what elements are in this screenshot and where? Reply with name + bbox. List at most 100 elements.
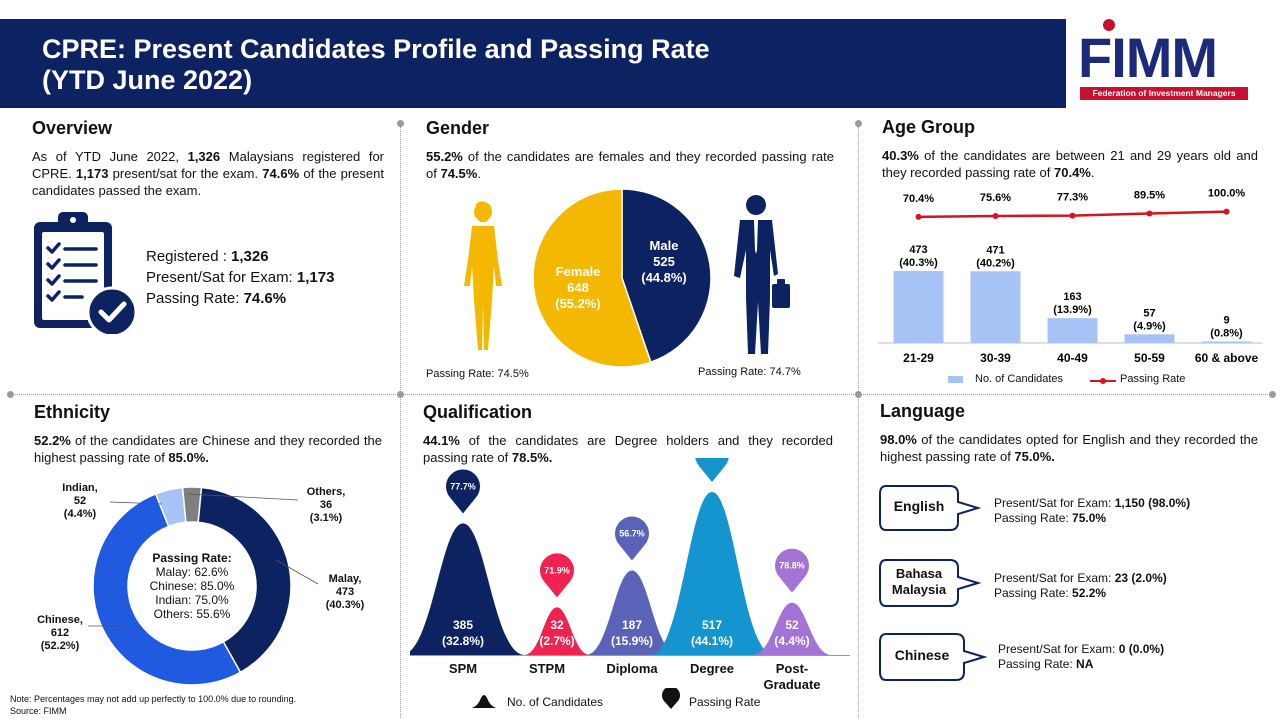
age-chart: 473 (40.3%) 21-29 70.4% 471 (40.2%) 30-39 75.6%…: [874, 186, 1266, 372]
legend-bar-swatch: [948, 376, 963, 383]
footer-notes: Note: Percentages may not add up perfect…: [10, 693, 296, 717]
female-slice: [532, 188, 652, 368]
ethnicity-leader-lines: [88, 493, 319, 627]
passing-rate-point: [1223, 208, 1230, 215]
age-bar: [1124, 334, 1175, 343]
indian-label: Indian, 52 (4.4%): [62, 482, 98, 520]
ethnicity-slice-indian: [154, 486, 187, 528]
male-figure-icon: [728, 194, 792, 358]
male-passing-rate: Passing Rate: 74.7%: [698, 366, 801, 378]
age-bar-value: 471: [986, 244, 1004, 256]
age-bar-value: 57: [1143, 307, 1155, 319]
lang-bubble-bahasa: Bahasa Malaysia: [878, 558, 988, 608]
ethnicity-title: Ethnicity: [34, 402, 111, 422]
ethnicity-donut-chart: [92, 486, 292, 686]
passing-rate-label: 75.6%: [980, 192, 1011, 204]
stat-registered: Registered : 1,326: [146, 248, 269, 265]
qual-pct-label: (4.4%): [774, 634, 809, 648]
divider-dot: [397, 120, 404, 127]
language-title: Language: [880, 401, 966, 421]
lang-bubble-chinese: Chinese: [878, 632, 992, 682]
qual-drop-marker: [615, 516, 649, 561]
legend-line-swatch: [1090, 374, 1116, 386]
gender-pie-chart: [532, 188, 712, 368]
title-line-2: (YTD June 2022): [42, 65, 253, 95]
header-banner: [0, 19, 1066, 108]
qual-cat-diploma: Diploma: [606, 661, 658, 676]
passing-rate-point: [1069, 212, 1076, 219]
qual-pct-label: (44.1%): [691, 634, 733, 648]
divider-dot: [397, 391, 404, 398]
qual-peak: [585, 570, 679, 655]
ethnicity-paragraph: 52.2% of the candidates are Chinese and …: [34, 433, 382, 465]
qual-pct-label: (32.8%): [442, 634, 484, 648]
logo-tagline: Federation of Investment Managers Malays…: [1080, 87, 1248, 111]
age-bar: [893, 271, 944, 343]
qual-pass-label: 78.5%: [699, 458, 725, 460]
stat-present: Present/Sat for Exam: 1,173: [146, 269, 335, 286]
legend-candidates-label: No. of Candidates: [507, 695, 604, 709]
qualification-categories: SPM STPM Diploma Degree Post- Graduate: [410, 658, 850, 698]
page-title: CPRE: Present Candidates Profile and Pas…: [42, 34, 1042, 96]
divider-horizontal: [10, 394, 1272, 395]
passing-rate-label: 89.5%: [1134, 189, 1165, 201]
qual-count-label: 385: [453, 618, 473, 632]
ethnicity-slice-malay: [197, 486, 292, 674]
footer-note: Note: Percentages may not add up perfect…: [10, 694, 297, 704]
logo-word: FIMM: [1078, 26, 1218, 89]
qual-count-label: 517: [702, 618, 722, 632]
legend-pass-label: Passing Rate: [689, 695, 761, 709]
male-slice: [621, 188, 712, 364]
passing-rate-label: 100.0%: [1208, 188, 1246, 200]
footer-source: Source: FIMM: [10, 706, 67, 716]
passing-rate-label: 77.3%: [1057, 192, 1088, 204]
ethnicity-center-legend: Passing Rate: Malay: 62.6% Chinese: 85.0…: [149, 551, 235, 621]
qual-pass-label: 56.7%: [619, 529, 645, 539]
passing-rate-point: [992, 212, 999, 219]
qual-pct-label: (2.7%): [539, 634, 574, 648]
age-category-label: 60 & above: [1195, 351, 1259, 365]
qual-drop-marker: [775, 548, 809, 593]
divider-dot: [7, 391, 14, 398]
malay-label: Malay, 473 (40.3%): [325, 573, 365, 611]
qual-peak: [524, 607, 590, 655]
age-title: Age Group: [882, 117, 975, 137]
male-slice-label: Male 525 (44.8%): [641, 238, 687, 285]
title-line-1: CPRE: Present Candidates Profile and Pas…: [42, 34, 710, 64]
lang-chinese-stats: Present/Sat for Exam: 0 (0.0%) Passing R…: [998, 642, 1165, 671]
qual-drop-marker: [446, 469, 480, 514]
overview-title: Overview: [32, 118, 113, 138]
qual-count-label: 187: [622, 618, 642, 632]
legend-bar-label: No. of Candidates: [975, 373, 1064, 385]
divider-dot: [855, 391, 862, 398]
gender-title: Gender: [426, 118, 490, 138]
female-passing-rate: Passing Rate: 74.5%: [426, 368, 529, 380]
qual-peak: [752, 602, 832, 655]
age-bar-pct: (13.9%): [1053, 304, 1092, 316]
age-bar-pct: (0.8%): [1210, 328, 1243, 340]
language-paragraph: 98.0% of the candidates opted for Englis…: [880, 432, 1258, 464]
qual-peak: [401, 523, 525, 655]
age-bar: [1201, 341, 1252, 343]
logo-dot: [1103, 19, 1115, 31]
stat-passing: Passing Rate: 74.6%: [146, 290, 287, 307]
qualification-paragraph: 44.1% of the candidates are Degree holde…: [423, 433, 833, 465]
passing-rate-point: [915, 213, 922, 220]
qual-cat-stpm: STPM: [528, 661, 566, 676]
lang-bubble-english: English: [878, 484, 988, 532]
lang-english-stats: Present/Sat for Exam: 1,150 (98.0%) Pass…: [994, 496, 1191, 525]
lang-bahasa-stats: Present/Sat for Exam: 23 (2.0%) Passing …: [994, 571, 1167, 600]
passing-rate-label: 70.4%: [903, 193, 934, 205]
qual-count-label: 52: [785, 618, 799, 632]
age-category-label: 30-39: [980, 351, 1011, 365]
age-bar-pct: (4.9%): [1133, 320, 1166, 332]
divider-dot: [1269, 391, 1276, 398]
qualification-title: Qualification: [423, 402, 533, 422]
qual-drop-marker: [540, 553, 574, 598]
age-bar-value: 9: [1223, 315, 1229, 327]
others-label: Others, 36 (3.1%): [306, 486, 346, 524]
female-figure-icon: [458, 200, 508, 360]
age-paragraph: 40.3% of the candidates are between 21 a…: [882, 148, 1258, 180]
qual-pass-label: 78.8%: [779, 561, 805, 571]
legend-peak-icon: [472, 692, 496, 708]
